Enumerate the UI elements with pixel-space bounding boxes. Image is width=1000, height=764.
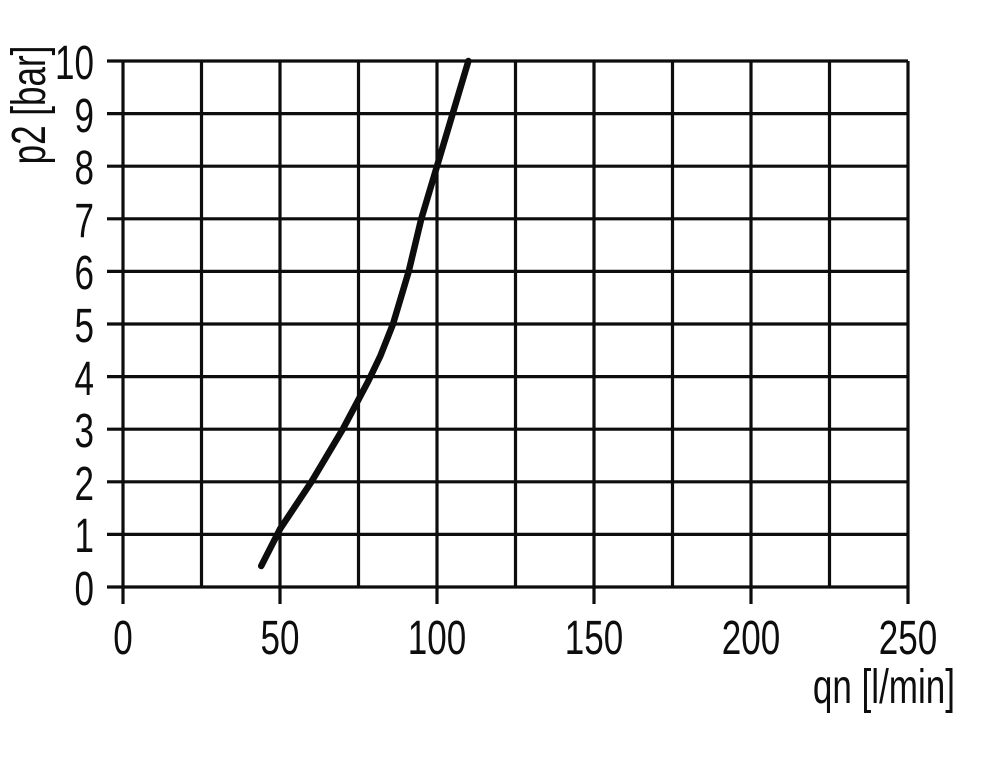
x-axis-title: qn [l/min]	[812, 661, 955, 714]
y-tick-label: 3	[74, 405, 94, 459]
y-tick-label: 2	[74, 457, 94, 511]
y-tick-label: 10	[55, 37, 94, 90]
y-tick-label: 7	[74, 194, 94, 248]
y-tick-label: 4	[74, 352, 94, 406]
y-tick-label: 6	[74, 247, 94, 301]
x-tick-label: 50	[260, 612, 300, 665]
y-tick-label: 9	[74, 89, 94, 143]
x-tick-label: 100	[407, 612, 467, 665]
x-tick-label: 200	[721, 612, 781, 665]
x-tick-label: 0	[113, 612, 133, 665]
x-tick-label: 250	[878, 612, 938, 665]
y-tick-label: 8	[74, 142, 94, 196]
x-tick-label: 150	[564, 612, 624, 665]
y-tick-label: 0	[74, 563, 94, 616]
y-tick-label: 1	[74, 510, 94, 564]
y-tick-label: 5	[74, 300, 94, 353]
flow-pressure-curve	[257, 57, 472, 570]
